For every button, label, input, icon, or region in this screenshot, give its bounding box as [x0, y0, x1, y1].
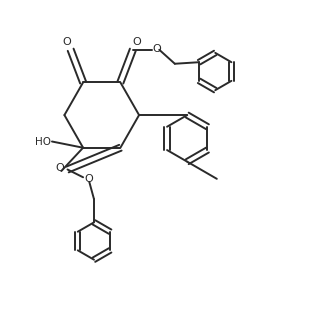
Text: O: O: [84, 174, 93, 184]
Text: O: O: [55, 163, 64, 173]
Text: HO: HO: [35, 137, 51, 146]
Text: O: O: [132, 37, 141, 47]
Text: O: O: [153, 44, 162, 54]
Text: O: O: [63, 37, 71, 47]
